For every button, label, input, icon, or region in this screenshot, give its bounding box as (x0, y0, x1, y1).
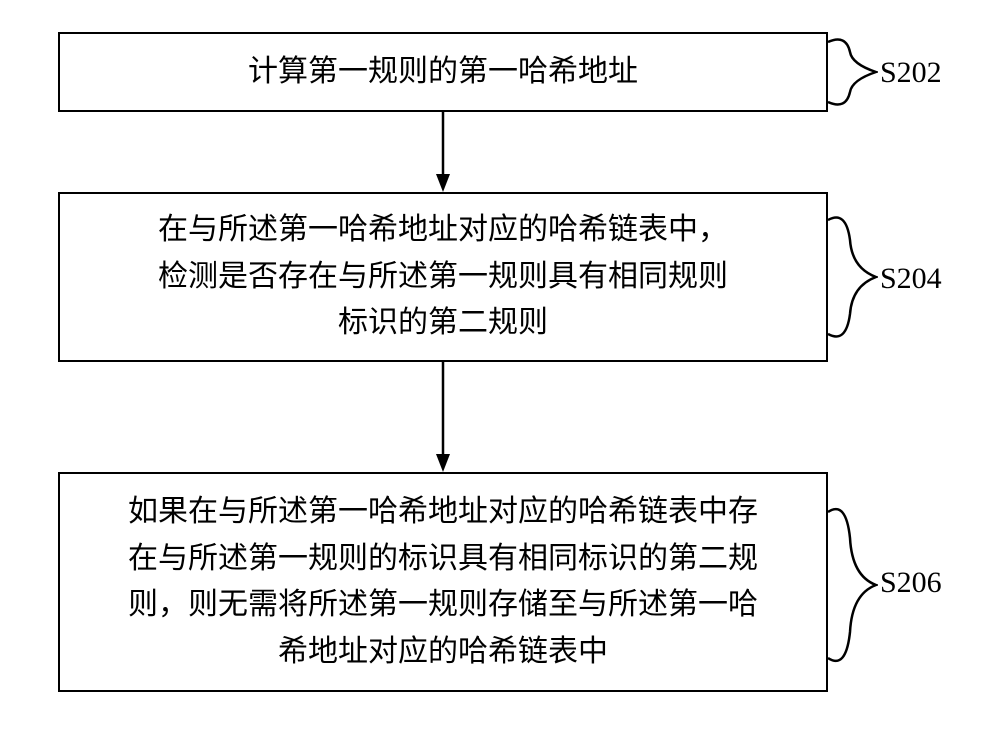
flow-box-s206-text: 如果在与所述第一哈希地址对应的哈希链表中存 在与所述第一规则的标识具有相同标识的… (128, 489, 758, 675)
arrow-s204-s206 (434, 362, 452, 472)
flow-box-s206: 如果在与所述第一哈希地址对应的哈希链表中存 在与所述第一规则的标识具有相同标识的… (58, 472, 828, 692)
brace-s202 (828, 34, 878, 115)
step-label-s204: S204 (880, 262, 942, 296)
flowchart-canvas: 计算第一规则的第一哈希地址 S202 在与所述第一哈希地址对应的哈希链表中， 检… (0, 0, 1000, 738)
arrow-s202-s204 (434, 112, 452, 192)
step-label-s202: S202 (880, 56, 942, 90)
flow-box-s202-text: 计算第一规则的第一哈希地址 (248, 49, 638, 96)
step-label-s206: S206 (880, 566, 942, 600)
flow-box-s202: 计算第一规则的第一哈希地址 (58, 32, 828, 112)
flow-box-s204-text: 在与所述第一哈希地址对应的哈希链表中， 检测是否存在与所述第一规则具有相同规则 … (158, 207, 728, 347)
brace-s206 (828, 500, 878, 675)
brace-s204 (828, 210, 878, 349)
flow-box-s204: 在与所述第一哈希地址对应的哈希链表中， 检测是否存在与所述第一规则具有相同规则 … (58, 192, 828, 362)
